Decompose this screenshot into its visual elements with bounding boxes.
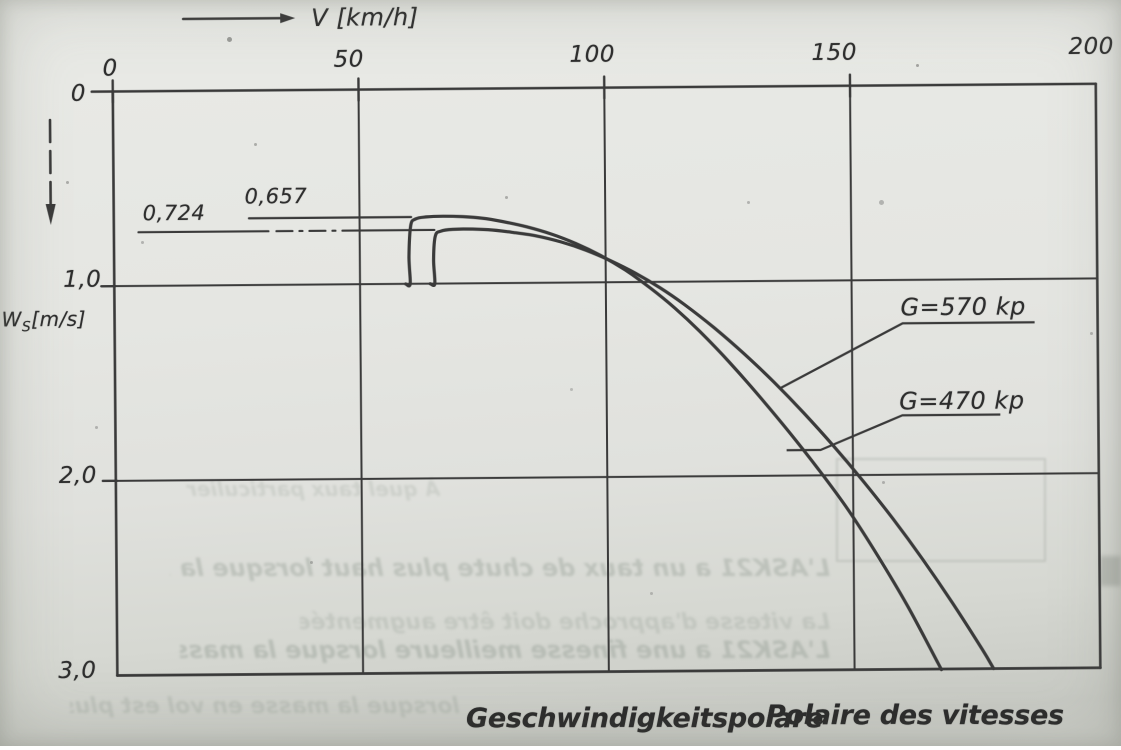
y-axis-title: WS[m/s] <box>1 307 86 336</box>
x-tick-label: 150 <box>811 40 857 66</box>
leader-line-g570 <box>780 322 1035 388</box>
series-label-g570: G=570 kp <box>900 292 1025 321</box>
y-tick-label: 0 <box>71 81 86 107</box>
x-tick-label: 50 <box>333 47 363 73</box>
vertical-gridline <box>359 90 364 674</box>
series-label-g470: G=470 kp <box>899 386 1024 415</box>
caption-french: Polaire des vitesses <box>766 700 1064 731</box>
y-tick-label: 2,0 <box>59 463 97 489</box>
x-tick-label: 200 <box>1068 34 1114 60</box>
left-axis <box>113 92 118 676</box>
x-axis-arrow-head <box>280 13 295 23</box>
vertical-gridline <box>604 88 609 672</box>
min-sink-line-0_724 <box>138 230 434 232</box>
x-axis-title: V [km/h] <box>311 3 419 32</box>
leader-line-g470 <box>786 415 1000 451</box>
min-sink-label-570: 0,724 <box>143 201 206 225</box>
min-sink-line-0_657 <box>249 217 411 218</box>
x-axis-arrow-shaft <box>183 18 280 19</box>
x-tick-label: 100 <box>569 42 615 68</box>
min-sink-label-470: 0,657 <box>245 184 308 208</box>
y-tick-label: 1,0 <box>63 267 101 293</box>
right-axis <box>1096 84 1101 668</box>
vertical-gridline <box>850 86 855 670</box>
y-axis-arrow-head <box>46 204 56 225</box>
paper-noise <box>0 0 3 3</box>
top-axis <box>92 84 1096 92</box>
x-tick-label: 0 <box>102 55 117 81</box>
y-axis-arrow-shaft <box>50 120 51 206</box>
y-tick-label: 3,0 <box>58 658 96 684</box>
